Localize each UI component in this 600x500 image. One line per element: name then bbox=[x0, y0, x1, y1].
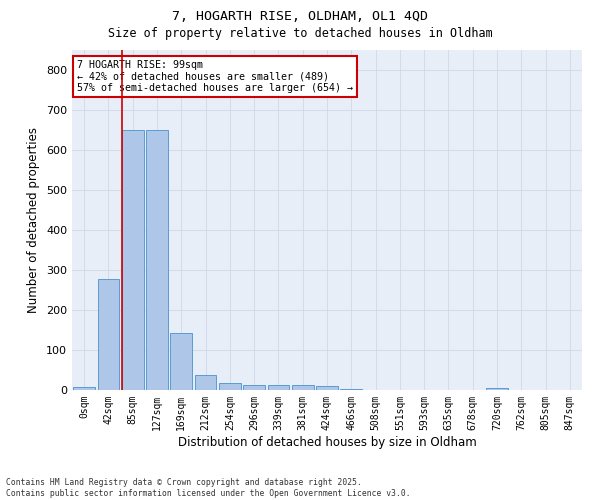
Bar bbox=[486, 388, 508, 390]
Text: 7, HOGARTH RISE, OLDHAM, OL1 4QD: 7, HOGARTH RISE, OLDHAM, OL1 4QD bbox=[172, 10, 428, 23]
Bar bbox=[340, 389, 362, 390]
Text: Size of property relative to detached houses in Oldham: Size of property relative to detached ho… bbox=[107, 28, 493, 40]
Bar bbox=[97, 279, 119, 390]
Bar bbox=[146, 130, 168, 390]
Bar bbox=[73, 387, 95, 390]
Bar bbox=[194, 375, 217, 390]
Bar bbox=[219, 383, 241, 390]
Bar bbox=[243, 385, 265, 390]
Bar bbox=[316, 386, 338, 390]
X-axis label: Distribution of detached houses by size in Oldham: Distribution of detached houses by size … bbox=[178, 436, 476, 448]
Bar bbox=[170, 333, 192, 390]
Bar bbox=[268, 385, 289, 390]
Text: 7 HOGARTH RISE: 99sqm
← 42% of detached houses are smaller (489)
57% of semi-det: 7 HOGARTH RISE: 99sqm ← 42% of detached … bbox=[77, 60, 353, 94]
Bar bbox=[292, 385, 314, 390]
Bar bbox=[122, 130, 143, 390]
Text: Contains HM Land Registry data © Crown copyright and database right 2025.
Contai: Contains HM Land Registry data © Crown c… bbox=[6, 478, 410, 498]
Y-axis label: Number of detached properties: Number of detached properties bbox=[28, 127, 40, 313]
